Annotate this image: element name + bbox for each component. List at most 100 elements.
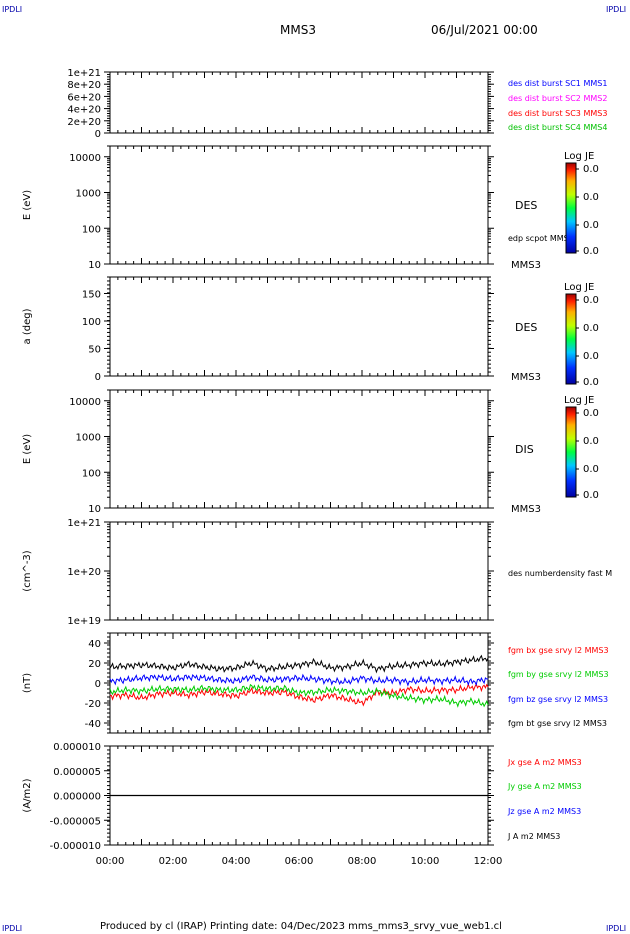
colorbar-tick-label: 0.0 — [583, 351, 599, 362]
colorbar — [565, 406, 577, 498]
colorbar-tick-label: 0.0 — [583, 408, 599, 419]
panel-p6: -40 -20 0 20 40 (nT) fgm bx gse srvy l2 MMS3 fg… — [22, 632, 609, 734]
legend-entry: des numberdensity fast M — [508, 569, 612, 578]
instrument-label: DES — [515, 199, 537, 212]
x-tick-label: 02:00 — [159, 856, 188, 867]
y-tick-label: 10 — [88, 504, 101, 515]
panel-frame — [109, 521, 489, 621]
series-line — [109, 673, 488, 687]
header: IPDLI IPDLI IPDLI IPDLI MMS3 06/Jul/2021… — [2, 5, 626, 933]
y-tick-label: 40 — [88, 639, 101, 650]
instrument-label: DIS — [515, 443, 534, 456]
x-tick-label: 12:00 — [474, 856, 503, 867]
y-axis-label: (cm^-3) — [22, 550, 33, 591]
y-tick-label: 10000 — [69, 153, 101, 164]
y-axis-label: (nT) — [22, 673, 33, 693]
colorbar-tick-label: 0.0 — [583, 220, 599, 231]
corner-logo-tr: IPDLI — [606, 5, 626, 14]
y-tick-label: 4e+20 — [67, 105, 101, 116]
colorbar-tick-label: 0.0 — [583, 295, 599, 306]
y-tick-label: -40 — [85, 719, 101, 730]
y-tick-label: 100 — [82, 468, 101, 479]
x-tick-label: 06:00 — [285, 856, 314, 867]
colorbar-tick-label: 0.0 — [583, 323, 599, 334]
instrument-label: DES — [515, 321, 537, 334]
x-tick-label: 04:00 — [222, 856, 251, 867]
series-line — [109, 654, 489, 674]
y-tick-label: 1e+21 — [67, 518, 101, 529]
colorbar-tick-label: 0.0 — [583, 192, 599, 203]
spacecraft-sublabel: MMS3 — [511, 372, 541, 383]
colorbar — [565, 293, 577, 385]
y-tick-label: 0.000000 — [53, 792, 101, 803]
panel-p2: 10 100 1000 10000 E (eV) DES MMS3 edp scpot MMS… — [22, 145, 599, 271]
y-tick-label: 100 — [82, 317, 101, 328]
legend-entry: J A m2 MMS3 — [507, 832, 560, 841]
y-tick-label: 2e+20 — [67, 117, 101, 128]
legend-entry: fgm bz gse srvy l2 MMS3 — [508, 695, 608, 704]
y-axis-label: E (eV) — [22, 434, 33, 464]
corner-logo-tl: IPDLI — [2, 5, 22, 14]
y-tick-label: 0.000005 — [53, 767, 101, 778]
colorbar — [565, 162, 577, 254]
y-tick-label: 1e+21 — [67, 68, 101, 79]
x-axis: 00:00 02:00 04:00 06:00 08:00 10:00 12:00 — [96, 856, 503, 867]
date-title: 06/Jul/2021 00:00 — [431, 23, 538, 37]
legend-entry: des dist burst SC2 MMS2 — [508, 94, 607, 103]
colorbar-tick-label: 0.0 — [583, 464, 599, 475]
panel-p4: 10 100 1000 10000 E (eV) DIS MMS3 Log JE 0.0 0.0 0… — [22, 389, 599, 515]
footer-text: Produced by cl (IRAP) Printing date: 04/… — [100, 921, 502, 932]
panel-frame — [109, 389, 489, 509]
colorbar-tick-label: 0.0 — [583, 490, 599, 501]
y-tick-label: -20 — [85, 699, 101, 710]
series-line — [109, 682, 489, 707]
y-tick-label: 50 — [88, 345, 101, 356]
y-tick-label: 6e+20 — [67, 92, 101, 103]
y-tick-label: 0 — [95, 372, 101, 383]
y-axis-label: (A/m2) — [22, 778, 33, 812]
colorbar-tick-label: 0.0 — [583, 436, 599, 447]
legend-entry: Jy gse A m2 MMS3 — [507, 782, 582, 791]
colorbar-tick-label: 0.0 — [583, 164, 599, 175]
colorbar-title: Log JE — [564, 282, 594, 293]
y-tick-label: 1000 — [76, 433, 101, 444]
y-tick-label: 20 — [88, 659, 101, 670]
legend-entry: des dist burst SC4 MMS4 — [508, 123, 607, 132]
panel-p5: 1e+19 1e+20 1e+21 (cm^-3) des numberdensity … — [22, 518, 612, 627]
y-tick-label: 0 — [95, 679, 101, 690]
legend-entry: des dist burst SC1 MMS1 — [508, 79, 607, 88]
y-tick-label: 100 — [82, 224, 101, 235]
series-line — [109, 683, 489, 708]
x-tick-label: 00:00 — [96, 856, 125, 867]
panel-frame — [109, 276, 489, 377]
y-tick-label: 8e+20 — [67, 80, 101, 91]
colorbar-title: Log JE — [564, 395, 594, 406]
y-axis-label: E (eV) — [22, 190, 33, 220]
y-tick-label: -0.000005 — [50, 816, 101, 827]
y-tick-label: 1e+19 — [67, 616, 101, 627]
y-tick-label: 1000 — [76, 189, 101, 200]
panel-frame — [109, 145, 489, 265]
legend-entry: fgm by gse srvy l2 MMS3 — [508, 670, 609, 679]
x-tick-label: 08:00 — [348, 856, 377, 867]
x-tick-label: 10:00 — [411, 856, 440, 867]
y-tick-label: 150 — [82, 290, 101, 301]
legend-entry: Jz gse A m2 MMS3 — [507, 807, 581, 816]
spacecraft-sublabel: MMS3 — [511, 260, 541, 271]
panel-frame — [109, 632, 489, 734]
colorbar-tick-label: 0.0 — [583, 377, 599, 388]
legend-entry: fgm bx gse srvy l2 MMS3 — [508, 646, 609, 655]
y-axis-label: a (deg) — [22, 308, 33, 344]
spacecraft-sublabel: MMS3 — [511, 504, 541, 515]
y-tick-label: 10 — [88, 260, 101, 271]
y-tick-label: 1e+20 — [67, 567, 101, 578]
y-tick-label: 0.000010 — [53, 742, 101, 753]
colorbar-tick-label: 0.0 — [583, 246, 599, 257]
panel-frame — [109, 71, 489, 134]
corner-logo-br: IPDLI — [606, 924, 626, 933]
overlay-label: edp scpot MMS3 — [508, 234, 574, 243]
legend-entry: fgm bt gse srvy l2 MMS3 — [508, 719, 607, 728]
